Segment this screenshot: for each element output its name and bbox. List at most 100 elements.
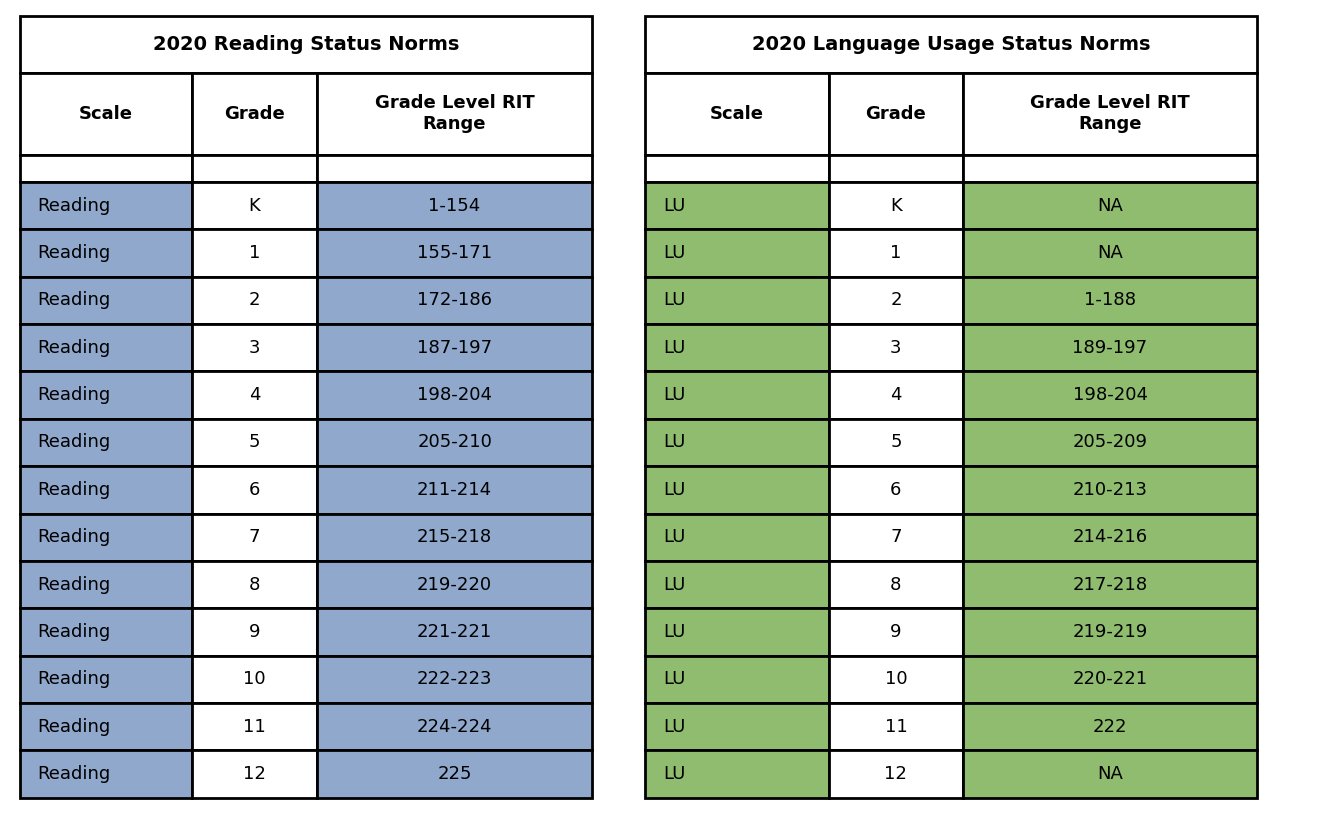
Text: LU: LU	[664, 481, 686, 499]
Text: Reading: Reading	[37, 623, 110, 641]
Bar	[192, 655, 318, 703]
Bar	[318, 277, 592, 324]
Text: Grade Level RIT
Range: Grade Level RIT Range	[1031, 94, 1190, 133]
Bar	[829, 703, 963, 751]
Text: 6: 6	[890, 481, 902, 499]
Bar	[192, 155, 318, 182]
Bar	[192, 751, 318, 798]
Bar	[829, 324, 963, 371]
Bar	[192, 466, 318, 514]
Text: 7: 7	[890, 528, 902, 546]
Bar	[963, 371, 1257, 418]
Text: Reading: Reading	[37, 528, 110, 546]
Bar	[20, 703, 192, 751]
Text: LU: LU	[664, 765, 686, 783]
Text: NA: NA	[1097, 244, 1123, 262]
Text: Scale: Scale	[710, 104, 763, 123]
Bar	[318, 324, 592, 371]
Bar	[192, 418, 318, 466]
Text: 217-218: 217-218	[1072, 575, 1148, 593]
Text: 10: 10	[884, 670, 907, 689]
Text: Grade: Grade	[223, 104, 285, 123]
Text: 189-197: 189-197	[1072, 339, 1148, 357]
Text: 222: 222	[1093, 718, 1128, 736]
Bar	[829, 418, 963, 466]
Text: 2020 Language Usage Status Norms: 2020 Language Usage Status Norms	[751, 35, 1150, 54]
Text: LU: LU	[664, 623, 686, 641]
Text: K: K	[249, 197, 261, 215]
Bar	[645, 182, 829, 230]
Bar	[192, 703, 318, 751]
Bar	[20, 466, 192, 514]
Text: LU: LU	[664, 291, 686, 309]
Bar	[829, 655, 963, 703]
Text: 6: 6	[249, 481, 261, 499]
Bar	[20, 371, 192, 418]
Text: LU: LU	[664, 670, 686, 689]
Bar	[318, 703, 592, 751]
Bar	[645, 155, 829, 182]
Text: 219-220: 219-220	[418, 575, 492, 593]
Text: 11: 11	[243, 718, 266, 736]
Bar	[963, 182, 1257, 230]
Bar	[829, 155, 963, 182]
Bar	[645, 751, 829, 798]
Bar	[318, 72, 592, 155]
Bar	[192, 277, 318, 324]
Bar	[20, 277, 192, 324]
Text: Reading: Reading	[37, 386, 110, 404]
Bar	[645, 466, 829, 514]
Text: 5: 5	[249, 434, 261, 452]
Bar	[829, 514, 963, 561]
Bar	[192, 514, 318, 561]
Text: LU: LU	[664, 244, 686, 262]
Bar	[829, 72, 963, 155]
Text: 4: 4	[249, 386, 261, 404]
Bar	[829, 466, 963, 514]
Bar	[829, 608, 963, 655]
Bar	[645, 514, 829, 561]
Text: 9: 9	[249, 623, 261, 641]
Bar	[318, 751, 592, 798]
Text: Reading: Reading	[37, 197, 110, 215]
Text: 8: 8	[890, 575, 902, 593]
Text: Reading: Reading	[37, 481, 110, 499]
Bar	[645, 561, 829, 608]
Bar	[645, 72, 829, 155]
Bar	[829, 277, 963, 324]
Bar	[192, 182, 318, 230]
Text: 1-154: 1-154	[428, 197, 480, 215]
Bar	[963, 514, 1257, 561]
Text: 172-186: 172-186	[418, 291, 492, 309]
Text: 198-204: 198-204	[418, 386, 492, 404]
Text: Reading: Reading	[37, 670, 110, 689]
Text: Grade Level RIT
Range: Grade Level RIT Range	[375, 94, 535, 133]
Text: 155-171: 155-171	[418, 244, 492, 262]
Bar	[963, 561, 1257, 608]
Bar	[645, 703, 829, 751]
Text: 7: 7	[249, 528, 261, 546]
Bar	[645, 16, 1257, 72]
Text: 2020 Reading Status Norms: 2020 Reading Status Norms	[153, 35, 459, 54]
Text: LU: LU	[664, 197, 686, 215]
Bar	[318, 608, 592, 655]
Bar	[963, 155, 1257, 182]
Bar	[963, 466, 1257, 514]
Text: 11: 11	[884, 718, 907, 736]
Bar	[963, 751, 1257, 798]
Text: 214-216: 214-216	[1072, 528, 1148, 546]
Bar	[318, 418, 592, 466]
Text: 187-197: 187-197	[418, 339, 492, 357]
Bar	[20, 561, 192, 608]
Text: 9: 9	[890, 623, 902, 641]
Bar	[318, 561, 592, 608]
Bar	[645, 277, 829, 324]
Bar	[963, 655, 1257, 703]
Bar	[318, 514, 592, 561]
Text: 222-223: 222-223	[416, 670, 492, 689]
Bar	[318, 371, 592, 418]
Bar	[192, 608, 318, 655]
Text: 12: 12	[884, 765, 907, 783]
Text: 8: 8	[249, 575, 261, 593]
Text: 1-188: 1-188	[1084, 291, 1136, 309]
